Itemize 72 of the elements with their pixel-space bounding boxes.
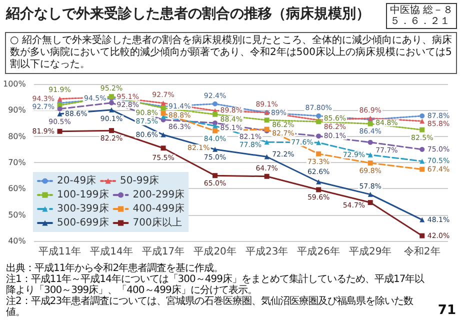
point (420, 166, 425, 172)
point (109, 107, 114, 112)
point (316, 113, 322, 118)
text: 注2：平成23年患者調査については、宮城県の石巻医療圏、気仙沼医療圏及び福島県を除いた数値。 (6, 296, 414, 318)
chart-subtitle: ○ 紹介無しで外来受診した患者の割合を病床規模別に見たところ、全体的に減少傾向にあり、病床数が多い病院において比較的減少傾向が顕著であり、令和2年は500床以上の病床規模においては5割以下になった。 (5, 32, 457, 74)
point (316, 140, 322, 146)
y-tick-label: 90% (8, 106, 26, 115)
legend-label: 400-499床 (132, 202, 185, 214)
point (420, 233, 425, 238)
legend-label: 100-199床 (57, 188, 109, 200)
legend-label: 20-49床 (57, 174, 96, 186)
point (57, 128, 62, 134)
text: ５．６．２１ (390, 16, 451, 27)
point (316, 187, 322, 192)
y-tick-label: 80% (8, 132, 26, 141)
x-tick-label: 令和2年 (404, 246, 440, 258)
point (316, 134, 322, 139)
point (160, 132, 166, 138)
point (420, 127, 425, 132)
y-tick-label: 50% (8, 210, 26, 220)
point (160, 146, 166, 151)
point (57, 111, 62, 116)
text: 中医協 総－８ (390, 5, 453, 16)
point (368, 200, 373, 206)
legend-label: 200-299床 (132, 188, 185, 200)
text: 注1：平成11年～平成14年については「300～499床」をまとめて集計しているため、平成17年以降より「300～399床」、「400～499床」に分けて表示。 (6, 274, 426, 296)
y-tick-label: 60% (8, 184, 26, 194)
point (109, 100, 114, 106)
chart-title: 紹介なしで外来受診した患者の割合の推移（病床規模別） (6, 4, 371, 24)
point (212, 146, 218, 152)
x-tick-label: 平成26年 (297, 246, 340, 258)
point (368, 140, 373, 145)
point (212, 173, 218, 178)
point (368, 121, 373, 126)
point (57, 106, 62, 112)
point (264, 140, 270, 145)
legend-label: 500-699床 (57, 216, 109, 228)
point (160, 110, 166, 116)
y-tick-label: 100% (2, 80, 26, 88)
point (109, 128, 114, 134)
x-tick-label: 平成20年 (194, 246, 236, 258)
legend-label: 300-399床 (57, 202, 109, 214)
x-tick-label: 平成14年 (90, 246, 133, 258)
point (368, 160, 373, 166)
point (316, 151, 322, 156)
point (264, 174, 270, 179)
point (212, 123, 218, 128)
source-note: 出典：平成11年から令和2年患者調査を基に作成。 (6, 263, 224, 274)
point (420, 113, 425, 118)
point (212, 112, 218, 117)
y-tick-label: 70% (8, 158, 26, 167)
point (212, 128, 218, 134)
point (160, 100, 166, 106)
legend-label: 700床以上 (132, 216, 182, 228)
x-tick-label: 平成17年 (142, 246, 185, 258)
legend-label: 50-99床 (120, 174, 160, 186)
point (264, 118, 270, 123)
point (420, 146, 425, 152)
point (57, 96, 62, 102)
point (264, 154, 270, 160)
x-tick-label: 平成11年 (38, 246, 82, 258)
point (212, 101, 218, 106)
point (368, 152, 373, 158)
point (368, 192, 373, 197)
text: 71 (438, 303, 456, 318)
point (420, 118, 425, 124)
point (420, 158, 425, 164)
x-tick-label: 平成23年 (245, 246, 288, 258)
y-tick-label: 40% (8, 236, 26, 246)
point (316, 179, 322, 184)
point (420, 217, 425, 222)
x-tick-label: 平成29年 (348, 246, 392, 258)
